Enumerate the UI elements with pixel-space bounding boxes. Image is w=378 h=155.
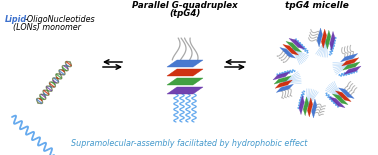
Text: Parallel G-quadruplex: Parallel G-quadruplex xyxy=(132,1,238,10)
Polygon shape xyxy=(273,72,290,80)
Polygon shape xyxy=(343,62,360,70)
Polygon shape xyxy=(332,94,348,105)
Polygon shape xyxy=(303,97,308,116)
Text: tpG4 micelle: tpG4 micelle xyxy=(285,1,349,10)
Polygon shape xyxy=(329,97,345,108)
Polygon shape xyxy=(335,91,351,102)
Polygon shape xyxy=(311,99,317,118)
Polygon shape xyxy=(317,28,322,47)
Text: Lipid: Lipid xyxy=(5,15,27,24)
Text: (tpG4): (tpG4) xyxy=(169,9,201,18)
Polygon shape xyxy=(283,44,299,55)
Polygon shape xyxy=(330,31,335,50)
Polygon shape xyxy=(325,30,331,49)
Polygon shape xyxy=(275,80,292,88)
Polygon shape xyxy=(167,78,203,85)
Polygon shape xyxy=(341,53,358,62)
Polygon shape xyxy=(167,87,203,94)
Polygon shape xyxy=(307,98,313,117)
Polygon shape xyxy=(344,66,361,74)
Polygon shape xyxy=(280,47,296,58)
Text: -OligoNucleotides: -OligoNucleotides xyxy=(25,15,96,24)
Polygon shape xyxy=(167,60,203,67)
Polygon shape xyxy=(338,88,354,99)
Polygon shape xyxy=(289,38,305,49)
Text: (LONs) monomer: (LONs) monomer xyxy=(13,23,81,32)
Polygon shape xyxy=(321,29,327,48)
Polygon shape xyxy=(276,84,293,93)
Polygon shape xyxy=(299,96,304,115)
Polygon shape xyxy=(342,58,359,66)
Text: Supramolecular-assembly facilitated by hydrophobic effect: Supramolecular-assembly facilitated by h… xyxy=(71,139,307,148)
Polygon shape xyxy=(167,69,203,76)
Polygon shape xyxy=(286,41,302,52)
Polygon shape xyxy=(274,76,291,84)
